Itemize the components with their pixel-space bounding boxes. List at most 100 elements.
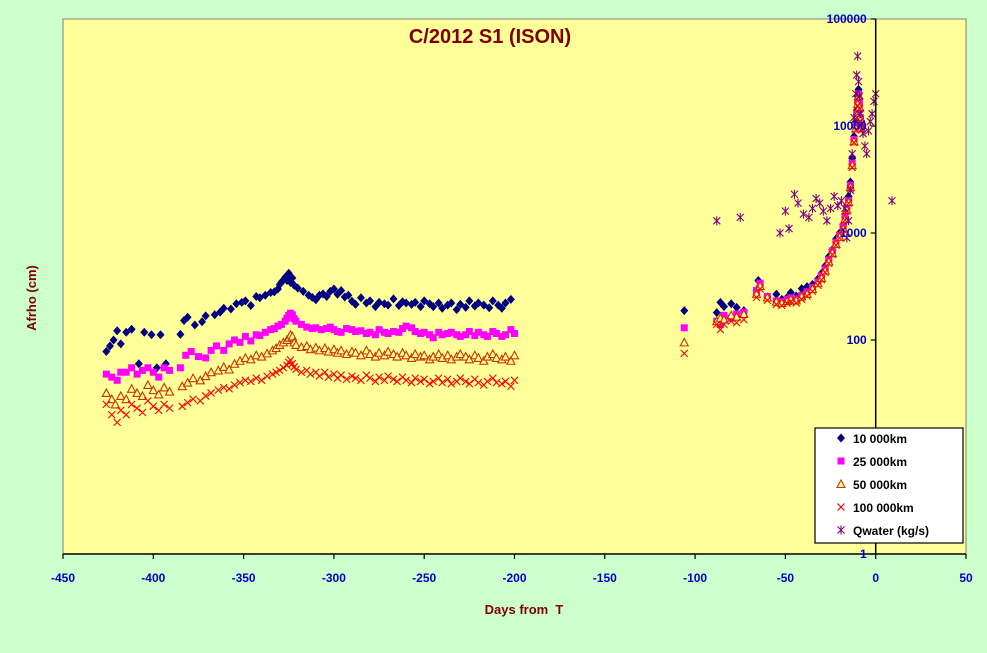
data-point (799, 209, 808, 219)
data-point (297, 368, 306, 377)
data-point (857, 119, 866, 129)
data-point (752, 293, 761, 302)
data-point (337, 328, 345, 336)
data-point (726, 310, 737, 320)
data-point (356, 293, 365, 303)
data-point (220, 346, 228, 354)
data-point (835, 234, 844, 242)
x-tick-label: -200 (502, 571, 526, 585)
data-point (178, 402, 187, 411)
data-point (442, 350, 453, 360)
data-point (225, 384, 234, 393)
data-point (329, 284, 338, 294)
data-point (155, 373, 163, 381)
data-point (116, 339, 125, 349)
data-point (189, 395, 197, 404)
data-point (474, 328, 482, 336)
data-point (292, 365, 300, 374)
data-point (465, 296, 474, 306)
data-point (844, 216, 853, 226)
data-point (888, 196, 896, 206)
legend-marker (836, 478, 846, 489)
data-point (465, 379, 474, 388)
data-point (105, 341, 114, 351)
data-point (322, 292, 331, 302)
data-point (122, 327, 131, 337)
data-point (241, 296, 250, 306)
data-point (106, 393, 117, 404)
data-point (443, 375, 452, 384)
data-point (856, 109, 865, 119)
data-point (471, 332, 479, 340)
data-point (763, 296, 772, 305)
legend-marker (837, 457, 845, 465)
data-point (241, 332, 249, 340)
data-point (383, 346, 393, 356)
data-point (202, 354, 210, 362)
data-point (113, 376, 121, 384)
data-point (510, 376, 519, 385)
data-point (138, 408, 147, 417)
data-point (456, 374, 465, 383)
data-point (288, 311, 296, 319)
data-point (720, 320, 728, 329)
x-axis-label: Days from T (485, 602, 564, 617)
data-point (351, 299, 360, 309)
data-point (808, 203, 817, 213)
data-point (389, 294, 398, 304)
data-point (384, 330, 392, 338)
data-point (815, 198, 824, 208)
data-point (456, 332, 464, 340)
data-point (447, 328, 455, 336)
data-point (830, 191, 839, 201)
data-point (351, 374, 360, 383)
x-tick-label: 50 (959, 571, 973, 585)
data-point (461, 377, 470, 386)
data-point (101, 387, 112, 397)
data-point (501, 331, 509, 339)
data-point (121, 393, 132, 404)
data-point (455, 348, 466, 359)
data-point (201, 311, 210, 321)
data-point (487, 348, 498, 359)
data-point (160, 364, 168, 372)
data-point (288, 273, 297, 283)
legend-label: 100 000km (853, 501, 914, 515)
data-point (407, 378, 416, 387)
data-point (312, 324, 320, 332)
data-point (447, 298, 456, 308)
data-point (416, 302, 425, 312)
data-point (334, 328, 342, 336)
data-point (438, 331, 446, 339)
data-point (842, 233, 851, 243)
data-point (680, 324, 688, 332)
data-point (480, 331, 488, 339)
data-point (140, 327, 149, 337)
data-point (128, 364, 136, 372)
data-point (375, 326, 383, 334)
data-point (498, 332, 506, 340)
data-point (219, 303, 228, 313)
data-point (839, 225, 848, 234)
data-point (429, 377, 438, 386)
data-point (198, 317, 207, 327)
data-point (357, 327, 365, 335)
x-tick-label: -350 (232, 571, 256, 585)
data-point (356, 350, 366, 360)
data-point (785, 224, 793, 234)
data-point (138, 366, 146, 374)
data-point (214, 386, 223, 395)
data-point (712, 216, 721, 226)
data-point (447, 379, 456, 388)
data-point (837, 196, 846, 206)
data-point (474, 378, 483, 387)
data-point (419, 350, 430, 360)
data-point (848, 163, 857, 172)
data-point (844, 199, 853, 208)
data-point (429, 302, 438, 312)
data-point (303, 323, 311, 331)
data-point (153, 389, 164, 399)
data-point (246, 301, 255, 311)
data-point (866, 117, 875, 127)
